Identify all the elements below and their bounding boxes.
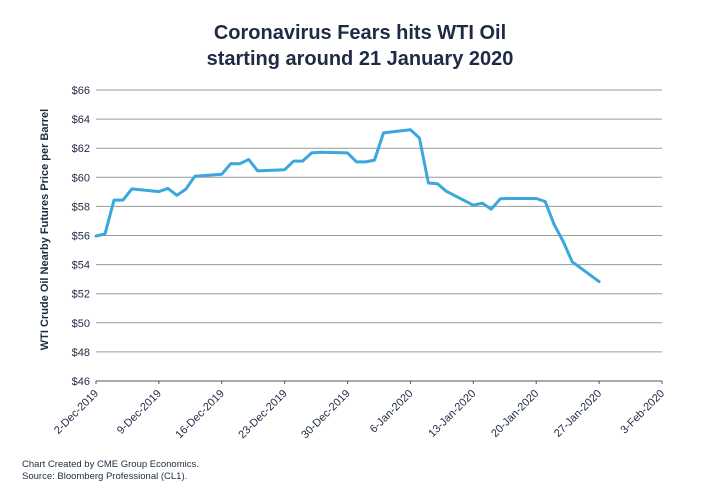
y-tick-label: $48	[72, 347, 90, 359]
x-tick-label: 30-Dec-2019	[299, 388, 352, 441]
y-tick-label: $58	[72, 201, 90, 213]
y-tick-label: $54	[72, 260, 90, 272]
x-tick-label: 27-Jan-2020	[552, 388, 604, 440]
x-tick-label: 2-Dec-2019	[52, 388, 101, 437]
y-axis-label: WTI Crude Oil Nearby Futures Price per B…	[39, 109, 51, 350]
x-axis-ticks: 2-Dec-2019 9-Dec-2019 16-Dec-2019 23-Dec-20…	[52, 381, 667, 441]
series-line	[94, 128, 601, 284]
x-tick-label: 9-Dec-2019	[115, 388, 164, 437]
y-tick-label: $62	[72, 143, 90, 155]
y-tick-label: $52	[72, 289, 90, 301]
y-tick-label: $66	[72, 85, 90, 97]
footer-source: Source: Bloomberg Professional (CL1).	[22, 471, 188, 482]
y-tick-label: $56	[72, 231, 90, 243]
gridlines	[96, 89, 662, 382]
x-tick-label: 13-Jan-2020	[426, 388, 478, 440]
y-tick-label: $46	[72, 376, 90, 388]
y-tick-label: $50	[72, 318, 90, 330]
chart-title-line-2: starting around 21 January 2020	[206, 48, 514, 70]
chart-title-line-1: Coronavirus Fears hits WTI Oil	[213, 22, 507, 44]
chart-title: Coronavirus Fears hits WTI Oil starting …	[0, 20, 720, 72]
y-axis-ticks: $46 $48 $50 $52 $54 $56 $58 $60 $62 $64 $66	[72, 85, 90, 388]
footer-credit: Chart Created by CME Group Economics.	[22, 459, 199, 470]
x-tick-label: 20-Jan-2020	[489, 388, 541, 440]
y-tick-label: $60	[72, 172, 90, 184]
series-group	[94, 128, 601, 284]
x-tick-label: 3-Feb-2020	[618, 388, 667, 437]
x-tick-label: 6-Jan-2020	[368, 388, 416, 436]
y-tick-label: $64	[72, 114, 90, 126]
chart-footer: Chart Created by CME Group Economics. So…	[22, 459, 199, 483]
x-tick-label: 16-Dec-2019	[173, 388, 226, 441]
x-tick-label: 23-Dec-2019	[236, 388, 289, 441]
